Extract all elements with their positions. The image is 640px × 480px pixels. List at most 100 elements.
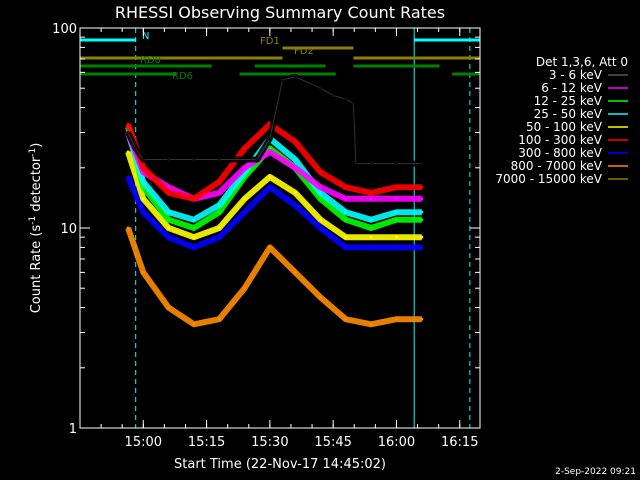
series-5-point-0 xyxy=(126,122,130,126)
series-7-point-3 xyxy=(192,322,196,326)
series-6-point-4 xyxy=(217,235,221,239)
x-axis-label: Start Time (22-Nov-17 14:45:02) xyxy=(174,457,386,472)
series-0-point-10 xyxy=(319,86,323,90)
series-3-point-8 xyxy=(319,191,323,195)
series-0-point-1 xyxy=(134,146,138,150)
legend-label-8: 7000 - 15000 keV xyxy=(495,172,602,186)
legend-label-5: 100 - 300 keV xyxy=(518,133,602,147)
series-2-point-11 xyxy=(394,218,398,222)
x-tick-label-2: 15:30 xyxy=(251,435,288,450)
series-6-point-11 xyxy=(394,245,398,249)
y-tick-label-2: 100 xyxy=(52,22,77,37)
series-0-point-8 xyxy=(281,78,285,82)
series-0-point-5 xyxy=(217,158,221,162)
series-1-point-6 xyxy=(268,150,272,154)
series-6-point-9 xyxy=(344,245,348,249)
x-tick-label-3: 15:45 xyxy=(314,435,351,450)
x-tick-label-5: 16:15 xyxy=(441,435,478,450)
series-7-point-5 xyxy=(243,286,247,290)
series-0-point-17 xyxy=(420,162,424,166)
series-4-point-6 xyxy=(268,175,272,179)
series-1-point-9 xyxy=(344,197,348,201)
series-7-point-8 xyxy=(319,295,323,299)
series-3-point-7 xyxy=(293,158,297,162)
series-3-point-10 xyxy=(369,218,373,222)
series-7-point-10 xyxy=(369,322,373,326)
series-1-point-12 xyxy=(420,197,424,201)
series-6-point-6 xyxy=(268,185,272,189)
series-4-point-8 xyxy=(319,218,323,222)
series-3-point-3 xyxy=(192,218,196,222)
series-0-point-0 xyxy=(126,131,130,135)
legend-header: Det 1,3,6, Att 0 xyxy=(536,55,628,69)
status-bar-label-rd6: RD6 xyxy=(172,71,193,82)
y-axis-ticks: 1 10 100 xyxy=(52,22,480,437)
series-6-point-5 xyxy=(243,210,247,214)
series-3-point-11 xyxy=(394,210,398,214)
series-6-point-12 xyxy=(420,245,424,249)
series-2-point-9 xyxy=(344,218,348,222)
status-bar-label-n: N xyxy=(142,31,149,42)
series-7-point-1 xyxy=(141,270,145,274)
x-axis-ticks: 15:00 15:15 15:30 15:45 16:00 16:15 xyxy=(79,28,478,450)
series-0-point-11 xyxy=(331,93,335,97)
series-7-point-11 xyxy=(394,317,398,321)
series-5-point-4 xyxy=(217,180,221,184)
x-tick-label-0: 15:00 xyxy=(125,435,162,450)
series-0-point-3 xyxy=(167,158,171,162)
series-2-point-8 xyxy=(319,197,323,201)
series-0-point-13 xyxy=(351,101,355,105)
x-tick-label-1: 15:15 xyxy=(188,435,225,450)
footer-timestamp: 2-Sep-2022 09:21 xyxy=(555,467,636,477)
y-axis-label: Count Rate (s-1 detector-1) xyxy=(28,143,44,314)
series-4-point-3 xyxy=(192,235,196,239)
series-4-point-7 xyxy=(293,191,297,195)
series-0-point-15 xyxy=(369,162,373,166)
series-5-point-5 xyxy=(243,146,247,150)
series-4-point-9 xyxy=(344,235,348,239)
y-tick-label-1: 10 xyxy=(60,222,77,237)
status-bar-label-rd0: RD0 xyxy=(140,55,161,66)
series-5-point-12 xyxy=(420,185,424,189)
series-6-point-0 xyxy=(126,175,130,179)
x-tick-label-4: 16:00 xyxy=(378,435,415,450)
series-3-point-9 xyxy=(344,210,348,214)
series-5-point-2 xyxy=(167,191,171,195)
series-7-point-9 xyxy=(344,317,348,321)
series-6-point-3 xyxy=(192,245,196,249)
series-7-point-2 xyxy=(167,306,171,310)
series-outline-0 xyxy=(127,76,422,165)
series-2-point-3 xyxy=(192,226,196,230)
series-3-point-2 xyxy=(167,210,171,214)
series-1-point-7 xyxy=(293,166,297,170)
series-3-point-1 xyxy=(141,180,145,184)
series-4-point-5 xyxy=(243,197,247,201)
series-7-point-6 xyxy=(268,245,272,249)
series-6-point-7 xyxy=(293,203,297,207)
series-5-point-1 xyxy=(141,166,145,170)
legend-label-7: 800 - 7000 keV xyxy=(511,159,603,173)
series-2-point-4 xyxy=(217,210,221,214)
legend-label-0: 3 - 6 keV xyxy=(549,68,603,82)
series-6-point-10 xyxy=(369,245,373,249)
series-5-point-7 xyxy=(293,140,297,144)
series-7-point-7 xyxy=(293,270,297,274)
series-5-point-8 xyxy=(319,170,323,174)
series-2-point-2 xyxy=(167,218,171,222)
series-6-point-1 xyxy=(141,210,145,214)
y-tick-label-0: 1 xyxy=(69,422,77,437)
status-bars: N FD1 FD2 RD0 RD6 xyxy=(80,31,480,82)
series-0-point-14 xyxy=(354,162,358,166)
series-7-point-12 xyxy=(420,317,424,321)
legend-label-2: 12 - 25 keV xyxy=(534,94,603,108)
series-3-point-4 xyxy=(217,203,221,207)
series-6-point-8 xyxy=(319,226,323,230)
legend-label-4: 50 - 100 keV xyxy=(526,120,603,134)
legend-label-1: 6 - 12 keV xyxy=(541,81,603,95)
series-4-point-10 xyxy=(369,235,373,239)
data-series xyxy=(125,73,424,328)
series-4-point-11 xyxy=(394,235,398,239)
series-1-point-8 xyxy=(319,185,323,189)
